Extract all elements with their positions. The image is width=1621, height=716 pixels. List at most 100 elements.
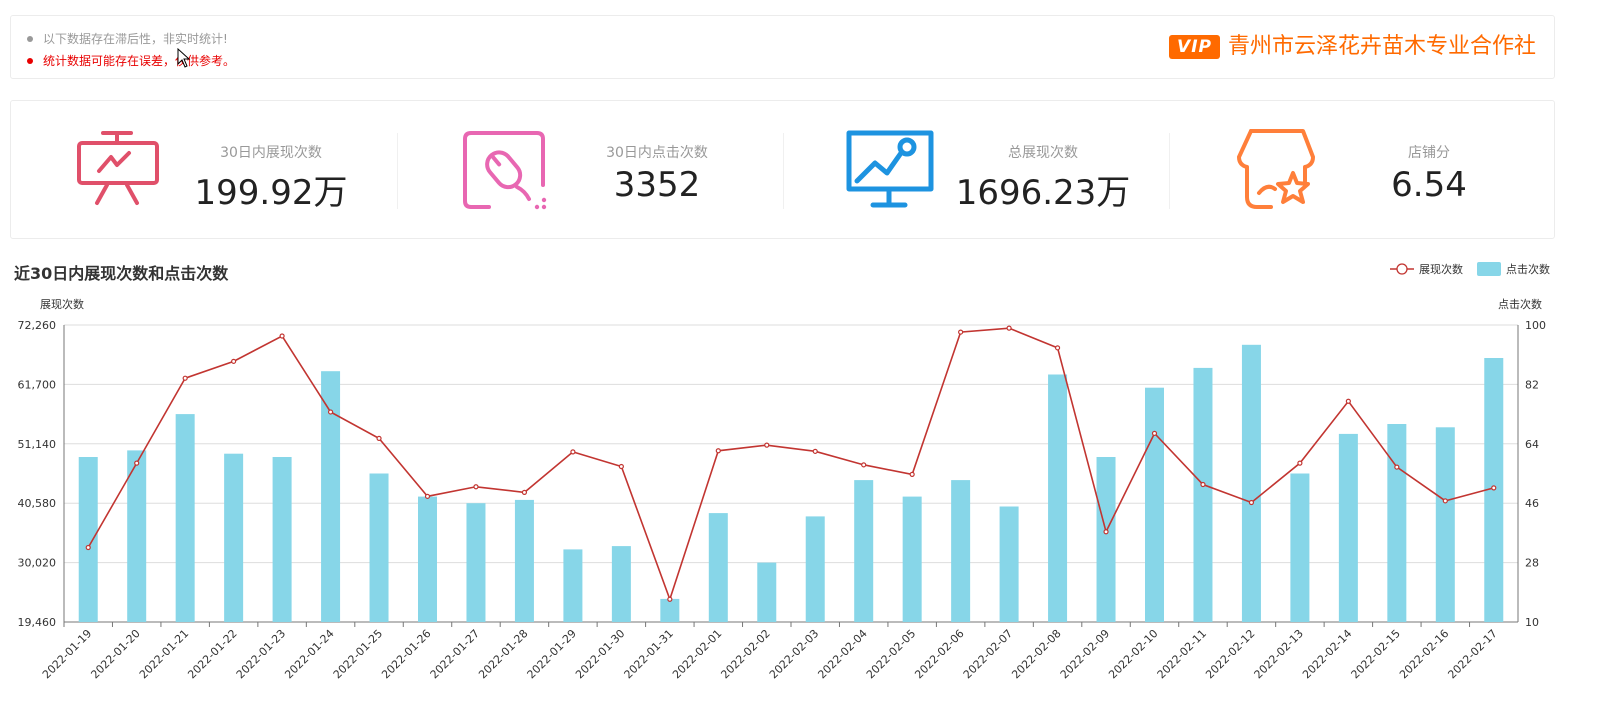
impressions-point	[1103, 529, 1109, 535]
stat-clicks-30d: 30日内点击次数 3352	[397, 101, 783, 238]
impressions-point	[521, 489, 528, 495]
x-tick-label: 2022-02-03	[767, 627, 821, 681]
x-tick-label: 2022-02-08	[1009, 627, 1063, 681]
x-tick-label: 2022-02-12	[1203, 627, 1257, 681]
impressions-point	[764, 442, 770, 448]
y-right-tick-label: 64	[1525, 438, 1539, 451]
stat-value: 3352	[613, 165, 701, 205]
click-bar	[1290, 473, 1310, 622]
x-tick-label: 2022-02-15	[1349, 627, 1403, 681]
click-bar	[563, 549, 583, 622]
y-right-tick-label: 100	[1525, 319, 1546, 332]
impressions-point	[1200, 481, 1206, 488]
y-right-tick-label: 28	[1525, 557, 1539, 570]
click-bar	[708, 513, 728, 622]
stat-shop-score: 店铺分 6.54	[1169, 101, 1555, 238]
impressions-point	[85, 544, 91, 551]
y-right-axis-label: 点击次数	[1498, 297, 1542, 311]
y-right-tick-label: 82	[1525, 378, 1539, 391]
click-bar	[514, 499, 534, 622]
click-bar	[1145, 387, 1164, 622]
impressions-point	[958, 329, 964, 335]
impressions-point	[909, 471, 915, 477]
stat-label: 总展现次数	[1008, 145, 1078, 161]
impressions-point	[231, 358, 237, 364]
click-bar	[1241, 344, 1261, 622]
click-bar	[272, 457, 292, 622]
impressions-point	[812, 448, 818, 454]
mouse-click-icon	[463, 131, 547, 210]
x-tick-label: 2022-02-04	[815, 627, 869, 681]
impressions-point	[1345, 398, 1351, 404]
click-bar	[757, 562, 777, 622]
shop-star-icon	[1237, 129, 1315, 209]
x-tick-label: 2022-02-10	[1106, 627, 1160, 681]
x-tick-label: 2022-02-13	[1252, 627, 1306, 681]
y-left-tick-label: 19,460	[18, 616, 57, 629]
combo-chart: 19,460 30,020 40,580 51,140 61,700 72,260 10 28…	[18, 262, 1550, 681]
stat-impressions-30d: 30日内展现次数 199.92万	[11, 101, 397, 238]
click-bar	[321, 371, 341, 622]
x-tick-label: 2022-02-01	[670, 627, 724, 681]
shop-brand[interactable]: VIP 青州市云泽花卉苗木专业合作社	[1169, 32, 1536, 62]
click-bar	[902, 496, 922, 622]
x-tick-label: 2022-02-16	[1397, 627, 1451, 681]
impressions-point	[1394, 464, 1400, 470]
x-tick-label: 2022-01-21	[137, 627, 191, 681]
click-bar	[999, 506, 1019, 622]
click-bar	[1048, 374, 1068, 622]
x-tick-label: 2022-02-06	[912, 627, 966, 681]
stat-value: 6.54	[1391, 165, 1467, 205]
legend-line-marker	[1396, 263, 1408, 275]
impressions-point	[1006, 325, 1012, 331]
impressions-point	[667, 596, 673, 602]
impressions-point	[424, 493, 431, 499]
impressions-point	[1054, 345, 1061, 351]
y-left-axis-label: 展现次数	[40, 297, 84, 311]
y-left-tick-label: 61,700	[18, 378, 57, 391]
impressions-point	[1442, 498, 1448, 504]
notice-panel: 以下数据存在滞后性，非实时统计! 统计数据可能存在误差，仅供参考。 VIP 青州…	[10, 15, 1555, 79]
impressions-point	[1151, 430, 1158, 436]
stat-value: 199.92万	[194, 173, 348, 213]
impressions-point	[134, 460, 140, 466]
x-tick-label: 2022-01-29	[525, 627, 579, 681]
impressions-point	[715, 448, 721, 454]
click-bar	[1193, 367, 1213, 622]
click-bar	[1096, 457, 1116, 622]
x-tick-label: 2022-01-30	[573, 627, 627, 681]
mouse-cursor-icon	[177, 48, 191, 68]
x-tick-label: 2022-01-19	[40, 627, 94, 681]
click-bar	[1387, 424, 1407, 622]
presentation-chart-icon	[77, 131, 159, 205]
x-tick-label: 2022-02-02	[718, 627, 772, 681]
impressions-point	[473, 484, 479, 490]
legend-bar-swatch	[1477, 262, 1501, 276]
impressions-point	[1491, 485, 1497, 491]
y-left-tick-label: 30,020	[18, 557, 57, 570]
click-bar	[805, 516, 825, 622]
x-tick-label: 2022-01-25	[331, 627, 385, 681]
impressions-point	[570, 449, 576, 455]
click-bar	[175, 414, 195, 622]
x-tick-label: 2022-02-09	[1058, 627, 1112, 681]
stat-value: 1696.23万	[955, 173, 1131, 213]
legend-label-clicks: 点击次数	[1506, 262, 1550, 276]
monitor-trend-icon	[846, 130, 934, 208]
impressions-point	[376, 435, 382, 441]
impressions-point	[182, 375, 188, 381]
x-tick-label: 2022-01-20	[88, 627, 142, 681]
vip-badge: VIP	[1169, 35, 1220, 59]
shop-name[interactable]: 青州市云泽花卉苗木专业合作社	[1227, 34, 1536, 59]
stat-label: 30日内点击次数	[606, 145, 708, 161]
click-bar	[660, 598, 680, 622]
gray-bullet-icon	[27, 35, 33, 42]
x-tick-label: 2022-01-23	[234, 627, 288, 681]
click-bar	[1435, 427, 1455, 622]
click-bar	[611, 546, 631, 622]
impressions-point	[327, 409, 334, 415]
y-left-tick-label: 72,260	[18, 319, 57, 332]
click-bar	[369, 473, 389, 622]
x-tick-label: 2022-01-27	[428, 627, 482, 681]
impressions-point	[618, 463, 624, 470]
